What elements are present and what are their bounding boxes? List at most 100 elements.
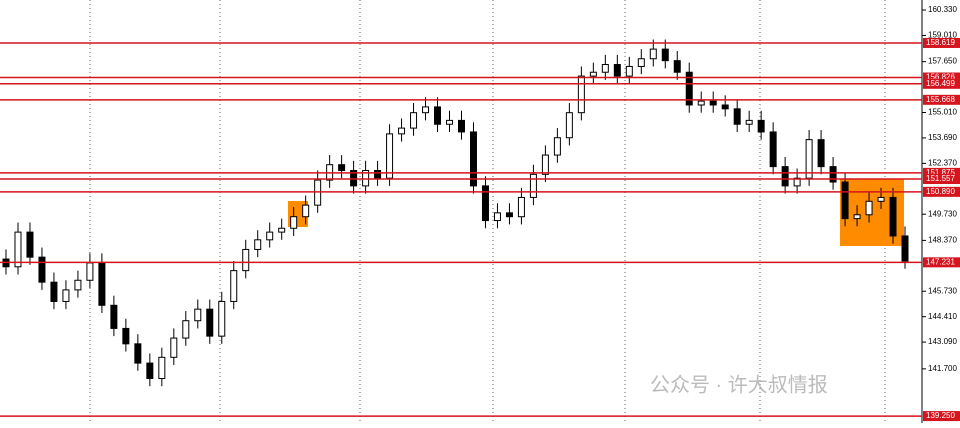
candle-body [158,356,166,380]
level-label: 151.557 [926,174,955,183]
level-label-box [923,78,960,89]
y-tick-label: 148.370 [928,236,957,245]
y-tick-label: 153.690 [928,133,957,142]
level-label-box [923,94,960,105]
candle-body [541,154,549,175]
candle-body [170,337,178,358]
candle-body [230,270,238,302]
candle-body [386,133,394,179]
candle-body [242,248,250,272]
candle-body [781,166,789,187]
candle-body [529,173,537,198]
candle-body [613,64,621,77]
candle-body [86,262,94,281]
candle-body [302,204,310,218]
candle-body [218,300,226,337]
candle-body [98,262,106,306]
candle-body [517,196,525,218]
candle-body [709,100,717,106]
candle-body [26,231,34,258]
y-tick-label: 143.090 [928,337,957,346]
candle-body [481,185,489,222]
candle-body [841,181,849,220]
level-label: 155.668 [926,95,955,104]
candle-body [565,112,573,139]
candle-body [889,196,897,237]
candle-body [817,139,825,168]
level-label: 150.890 [926,187,955,196]
y-tick-label: 152.370 [928,158,957,167]
candle-body [829,166,837,183]
candle-body [901,235,909,262]
level-label-box [923,167,960,178]
candle-body [457,119,465,133]
candle-body [601,64,609,73]
candle-body [661,48,669,62]
candle-body [38,256,46,283]
candle-body [757,119,765,133]
candle-body [446,119,454,125]
candle-body [182,320,190,339]
candle-body [374,169,382,179]
candle-body [637,58,645,67]
candle-body [685,71,693,106]
candle-body [194,308,202,322]
level-label-box [923,37,960,48]
y-tick-label: 157.650 [928,57,957,66]
candle-body [254,239,262,250]
candle-body [398,127,406,135]
level-label: 156.499 [926,79,955,88]
y-tick-label: 159.010 [928,31,957,40]
candle-body [110,304,118,329]
candle-body [434,106,442,125]
candle-body [74,279,82,291]
candle-body [278,227,286,233]
candle-body [469,131,477,187]
candle-body [697,100,705,106]
level-label: 158.619 [926,38,955,47]
candle-body [745,119,753,125]
candle-body [769,131,777,168]
candle-body [290,216,298,229]
candle-body [733,108,741,125]
level-label: 156.826 [926,73,955,82]
level-label: 147.231 [926,257,955,266]
candle-body [266,231,274,241]
candle-body [625,65,633,77]
candle-body [62,289,70,302]
candle-body [505,212,513,218]
candle-body [877,196,885,202]
y-tick-label: 149.730 [928,209,957,218]
level-label-box [923,411,960,422]
level-label-box [923,186,960,197]
level-label: 139.250 [926,411,955,420]
candle-body [362,169,370,187]
level-label-box [923,174,960,185]
candle-body [50,281,58,302]
watermark: 公众号 · 许大叔情报 [650,373,828,396]
candle-body [865,200,873,216]
time-grid [89,0,886,423]
y-tick-label: 141.700 [928,364,957,373]
candle-body [338,164,346,171]
y-tick-label: 144.410 [928,312,957,321]
candle-body [721,104,729,110]
candle-body [422,106,430,114]
candle-body [350,169,358,187]
candle-body [853,214,861,220]
candle-body [649,48,657,60]
candle-body [122,327,130,345]
level-label-box [923,257,960,268]
candle-body [673,60,681,73]
candle-body [793,177,801,187]
candle-body [14,231,22,268]
candle-body [805,139,813,179]
candle-body [206,308,214,337]
candle-body [314,179,322,206]
candle-body [553,137,561,156]
candle-body [589,71,597,77]
candle-body [134,343,142,364]
candle-body [577,75,585,114]
